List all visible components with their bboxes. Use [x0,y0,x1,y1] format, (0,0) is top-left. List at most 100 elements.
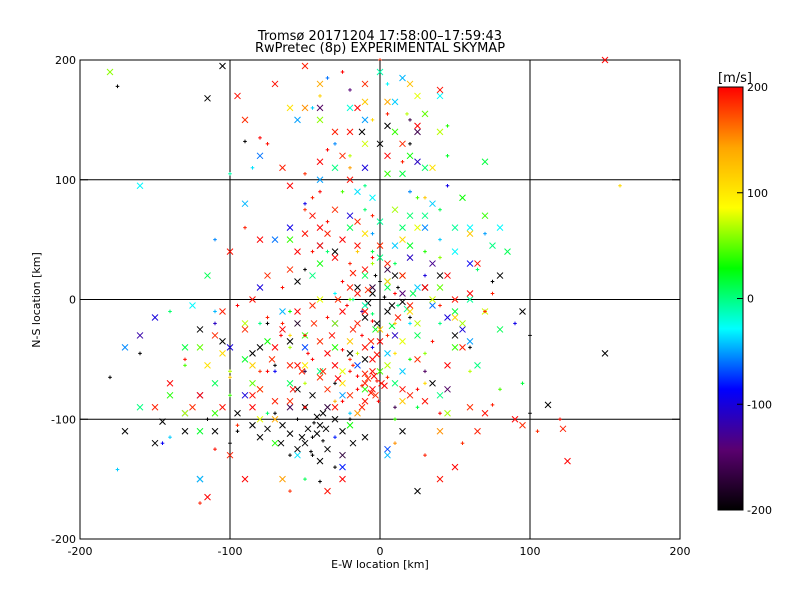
data-point [370,372,378,380]
data-point [364,375,372,382]
data-point [226,248,234,255]
data-point [346,338,354,345]
data-point [408,315,412,320]
y-tick-label: 100 [55,174,76,187]
data-point [421,164,429,172]
data-point [333,142,337,146]
colorbar: [m/s] -200 -100 0 100 200 [717,71,772,517]
data-point [438,255,442,260]
data-point [399,397,406,405]
data-point [196,475,204,483]
data-point [325,76,330,80]
data-point [489,242,496,249]
data-point [370,312,375,316]
data-point [346,421,354,429]
data-point [459,326,466,333]
data-point [429,260,436,267]
data-point [384,122,391,130]
data-point [235,303,240,308]
data-point [351,363,355,368]
data-point [376,140,384,148]
data-point [258,136,262,140]
data-point [601,350,609,357]
data-point [279,308,286,315]
data-point [429,200,436,208]
data-point [504,248,511,255]
data-point [414,224,421,232]
colorbar-ticks: -200 -100 0 100 200 [737,81,772,517]
data-point [228,369,232,374]
data-point [349,439,357,447]
data-point [384,152,391,160]
data-point [249,350,256,357]
data-point [331,344,339,351]
data-point [393,261,397,266]
data-point [370,319,375,323]
data-point [324,487,331,495]
data-point [376,68,384,76]
data-point [309,449,313,454]
data-point [316,158,324,166]
data-point [354,284,361,291]
data-point [400,159,405,164]
data-point [168,309,172,314]
data-point [474,427,481,435]
data-point [360,309,364,314]
data-point [234,92,241,100]
data-point [369,367,376,375]
data-point [183,363,187,368]
data-point [481,409,489,417]
data-point [294,451,301,459]
data-point [414,356,421,363]
data-point [382,295,387,299]
data-point [361,164,369,172]
data-point [183,357,187,362]
data-point [346,128,354,136]
data-point [160,441,165,445]
data-point [325,315,330,320]
data-point [211,332,219,339]
data-point [256,433,264,441]
data-point [399,385,406,393]
data-point [258,321,262,326]
data-point [264,425,271,433]
data-point [348,369,352,374]
data-point [211,379,219,387]
data-point [459,320,466,327]
data-point [429,296,436,303]
data-point [361,308,369,315]
data-point [399,224,406,232]
data-point [331,206,339,214]
data-point [423,453,427,457]
data-point [249,379,256,387]
data-point [396,285,400,290]
grid-lines [80,60,680,539]
data-point [316,104,324,112]
data-point [474,362,481,369]
data-point [289,385,297,393]
data-point [361,116,369,124]
data-point [436,427,444,435]
data-point [271,439,279,447]
colorbar-tick-label: 0 [747,293,754,306]
data-point [213,447,217,451]
data-point [256,284,264,291]
data-point [535,429,540,434]
data-point [249,296,256,303]
data-point [250,165,255,170]
data-point [384,445,391,453]
data-point [355,387,360,392]
data-point [459,344,466,351]
data-point [271,415,279,423]
data-point [159,418,166,425]
data-point [361,356,369,363]
data-point [234,409,241,417]
data-point [316,367,324,375]
data-point [385,333,390,338]
data-point [429,302,436,309]
y-tick-label: -200 [51,533,76,546]
data-point [423,273,427,278]
data-point [256,385,264,393]
data-point [391,332,399,339]
